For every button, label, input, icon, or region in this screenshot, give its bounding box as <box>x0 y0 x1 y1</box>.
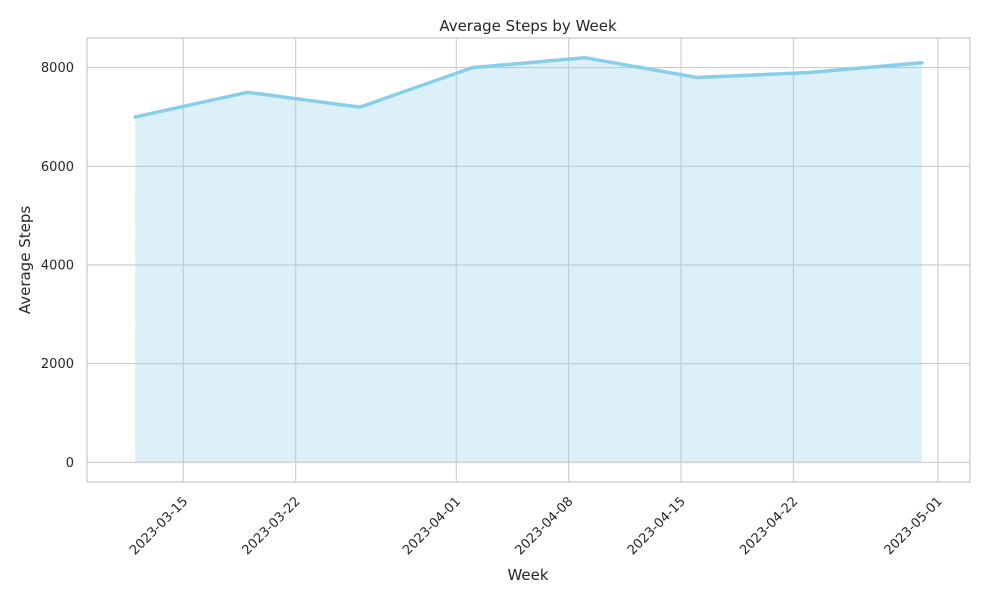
y-tick-label: 6000 <box>41 160 74 175</box>
data-point <box>470 66 474 70</box>
y-tick-label: 8000 <box>41 61 74 76</box>
y-axis-label: Average Steps <box>16 206 34 315</box>
plot-area-border <box>86 37 971 483</box>
y-axis-ticks: 0 2000 4000 6000 8000 <box>41 61 74 471</box>
data-point <box>920 61 924 65</box>
area-layer <box>133 55 924 463</box>
data-point <box>246 90 250 94</box>
grid-lines <box>87 38 970 482</box>
y-tick-label: 2000 <box>41 357 74 372</box>
data-point <box>808 71 812 75</box>
data-point <box>583 56 587 60</box>
y-tick-label: 4000 <box>41 258 74 273</box>
y-tick-label: 0 <box>66 456 74 471</box>
x-axis-label: Week <box>507 566 548 584</box>
data-point <box>133 115 137 119</box>
data-point <box>358 105 362 109</box>
data-point <box>695 76 699 80</box>
series-line <box>133 55 924 119</box>
area-fill <box>135 57 922 463</box>
chart-title: Average Steps by Week <box>439 17 617 35</box>
